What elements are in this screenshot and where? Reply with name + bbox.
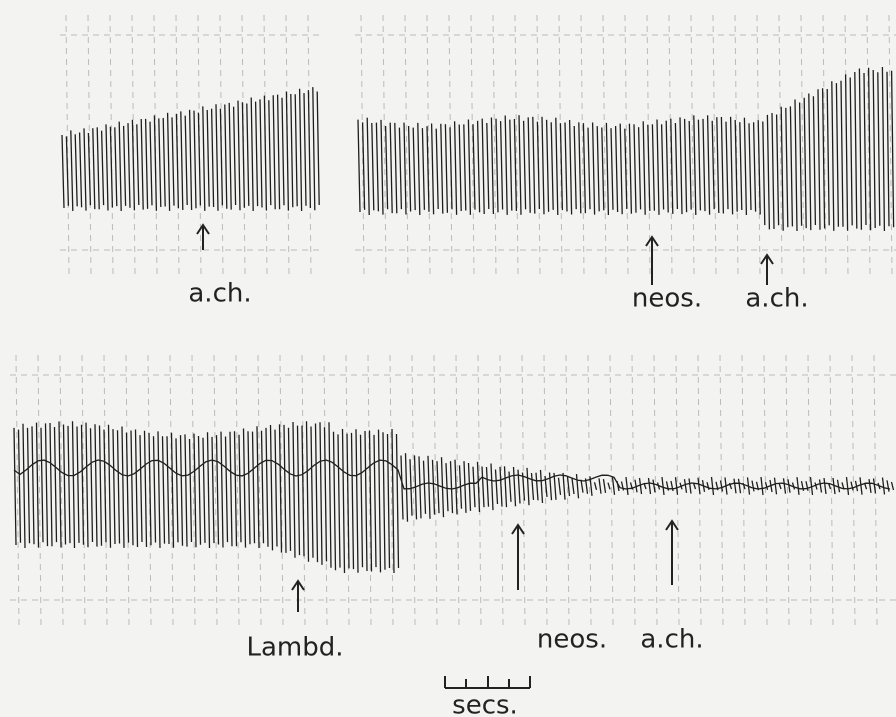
arrow [646,237,658,285]
grid-lines [10,375,896,600]
contraction-trace [14,421,894,573]
arrow [666,521,678,585]
drug-label: a.ch. [188,279,251,309]
recording-grid [10,15,896,625]
arrow [197,225,209,250]
kymograph-figure: a.ch. neos. a.ch. Lambd. neos. a.ch. sec… [0,0,896,717]
contraction-trace [358,67,894,231]
arrow [512,525,524,590]
drug-label: neos. [537,625,607,655]
time-scale-bar [445,676,530,688]
arrow [292,581,304,612]
arrow [761,255,773,285]
scale-label: secs. [452,691,518,717]
contraction-trace [62,87,319,211]
drug-label: neos. [632,284,702,314]
drug-label: Lambd. [246,633,343,663]
recording-traces [14,67,894,573]
drug-label: a.ch. [745,284,808,314]
drug-label: a.ch. [640,625,703,655]
